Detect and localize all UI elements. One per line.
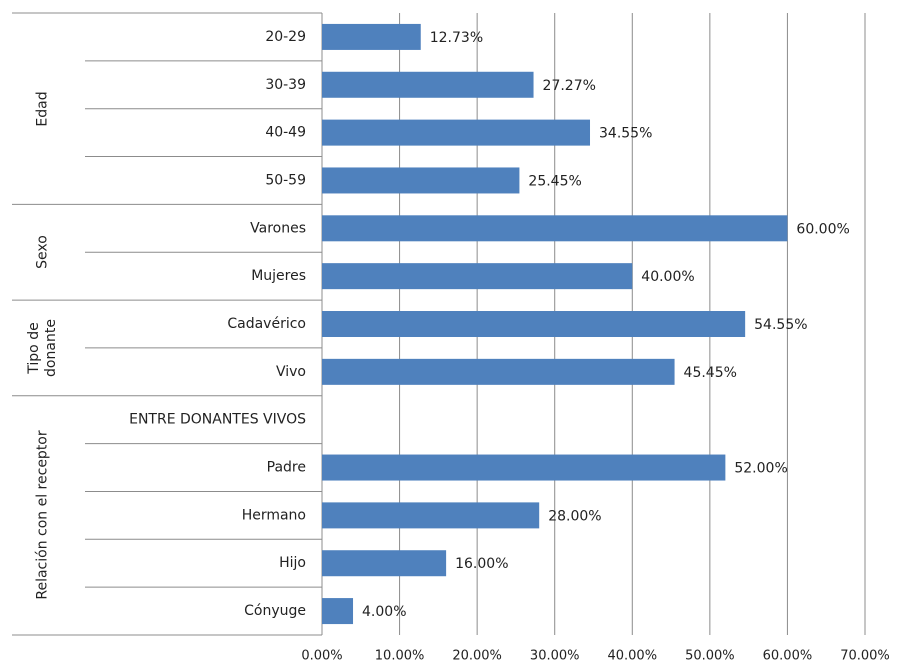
y-tick-label: 30-39 <box>265 77 306 93</box>
bar <box>322 215 788 242</box>
bar <box>322 71 534 98</box>
y-tick-label: 40-49 <box>265 125 306 141</box>
y-tick-label: 50-59 <box>265 172 306 188</box>
y-tick-label: ENTRE DONANTES VIVOS <box>129 412 306 428</box>
y-tick-label: Hermano <box>242 507 306 523</box>
x-tick-label: 70.00% <box>840 649 890 664</box>
y-tick-label: Padre <box>267 460 306 476</box>
y-tick-label: Mujeres <box>251 268 306 284</box>
data-label: 4.00% <box>362 604 406 620</box>
data-label: 27.27% <box>543 78 596 94</box>
y-tick-label: Cónyuge <box>244 603 306 619</box>
group-label: Relación con el receptor <box>34 430 50 601</box>
group-label: Sexo <box>34 235 50 270</box>
group-label: Tipo de donante <box>25 318 59 377</box>
bar <box>322 454 726 481</box>
x-tick-label: 20.00% <box>452 649 502 664</box>
bar <box>322 358 675 385</box>
y-tick-label: Cadavérico <box>227 316 306 332</box>
data-label: 28.00% <box>548 508 601 524</box>
data-label: 12.73% <box>430 30 483 46</box>
bar <box>322 502 540 529</box>
bar <box>322 119 591 146</box>
data-label: 25.45% <box>528 173 581 189</box>
data-label: 60.00% <box>796 221 849 237</box>
y-tick-label: 20-29 <box>265 29 306 45</box>
bar <box>322 263 633 290</box>
data-label: 34.55% <box>599 126 652 142</box>
y-tick-label: Vivo <box>276 364 306 380</box>
y-tick-label: Varones <box>250 220 306 236</box>
bar <box>322 598 354 625</box>
x-tick-label: 0.00% <box>301 649 342 664</box>
y-tick-label: Hijo <box>279 555 306 571</box>
data-label: 16.00% <box>455 556 508 572</box>
bar <box>322 311 746 337</box>
data-label: 52.00% <box>734 461 787 477</box>
x-tick-label: 30.00% <box>530 649 580 664</box>
data-label: 45.45% <box>684 365 737 381</box>
data-label: 40.00% <box>641 269 694 285</box>
x-tick-label: 40.00% <box>607 649 657 664</box>
x-tick-label: 50.00% <box>685 649 735 664</box>
group-label: Edad <box>34 91 50 127</box>
bar <box>322 550 447 577</box>
bar <box>322 23 421 50</box>
x-tick-label: 60.00% <box>763 649 813 664</box>
x-tick-label: 10.00% <box>375 649 425 664</box>
bar <box>322 167 520 194</box>
data-label: 54.55% <box>754 317 807 333</box>
